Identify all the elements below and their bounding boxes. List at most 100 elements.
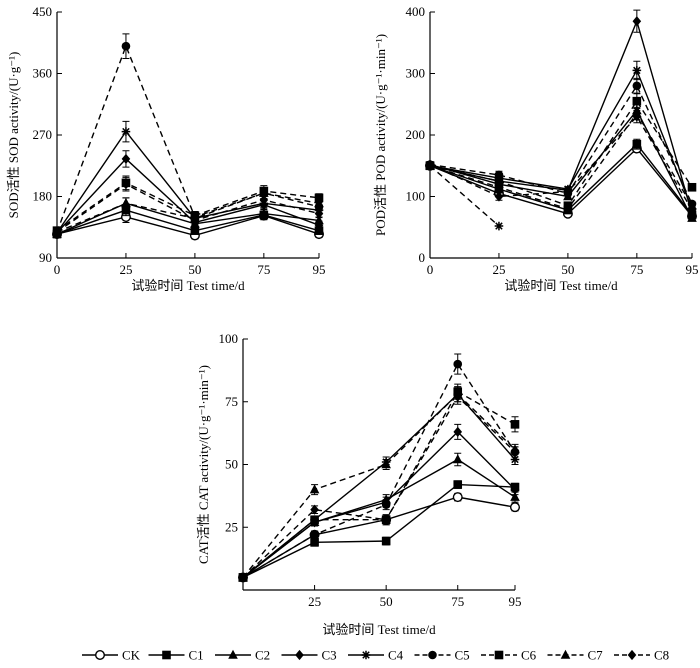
- data-point-c5: [632, 81, 642, 91]
- data-point-c7: [494, 181, 504, 192]
- data-point-c3: [453, 426, 463, 437]
- legend-label: C3: [322, 648, 337, 663]
- legend-label: C6: [521, 648, 537, 663]
- y-tick-label: 90: [39, 250, 52, 265]
- data-point-c6: [510, 420, 520, 429]
- data-point-ck: [510, 502, 521, 513]
- y-tick-label: 400: [406, 4, 426, 19]
- series-c6: [425, 93, 697, 211]
- series-line-c6: [242, 390, 516, 578]
- legend-item-c2: C2: [215, 648, 270, 663]
- x-tick-label: 25: [492, 262, 505, 277]
- series-c4: [425, 60, 697, 214]
- series-c7: [425, 106, 697, 213]
- legend-item-c4: C4: [348, 648, 404, 663]
- series-c8: [52, 176, 324, 238]
- series-line-c5: [429, 84, 693, 205]
- x-tick-label: 75: [630, 262, 643, 277]
- data-point-c7: [314, 198, 324, 208]
- y-tick-label: 0: [419, 250, 426, 265]
- data-point-c7: [259, 187, 269, 197]
- x-tick-label: 0: [427, 262, 434, 277]
- data-point-c7: [121, 198, 131, 208]
- extra-segment: [429, 165, 500, 227]
- data-point-c2: [314, 215, 324, 225]
- data-point-c6: [314, 193, 324, 203]
- series-line-c8: [429, 115, 693, 211]
- data-point-c8: [381, 514, 391, 525]
- y-axis-label: SOD活性 SOD activity/(U·g⁻¹): [6, 52, 21, 219]
- legend-label: CK: [122, 648, 141, 663]
- data-point-c8: [310, 504, 319, 515]
- series-c6: [238, 383, 520, 582]
- series-line-c2: [56, 202, 320, 235]
- legend-label: C4: [388, 648, 404, 663]
- data-point-c3: [632, 16, 642, 27]
- x-tick-label: 0: [54, 262, 61, 277]
- y-tick-label: 180: [33, 189, 53, 204]
- x-tick-label: 95: [509, 594, 522, 609]
- data-point-c5: [453, 359, 463, 369]
- series-c2: [238, 452, 520, 582]
- legend-marker: [295, 649, 304, 661]
- data-point-c2: [259, 208, 269, 218]
- y-tick-label: 25: [225, 519, 238, 534]
- data-point-c8: [494, 191, 504, 202]
- data-point-c8: [510, 446, 520, 458]
- series-c2: [425, 103, 697, 222]
- data-point-c6: [632, 96, 642, 106]
- data-point-c6: [310, 515, 319, 525]
- legend-marker: [627, 649, 637, 661]
- series-ck: [425, 143, 698, 222]
- x-axis-label: 试验时间 Test time/d: [131, 278, 245, 293]
- legend-marker: [428, 650, 437, 660]
- y-tick-label: 300: [406, 66, 426, 81]
- y-tick-label: 75: [225, 394, 238, 409]
- y-axis-label: POD活性 POD activity/(U·g⁻¹·min⁻¹): [373, 34, 388, 236]
- data-point-c8: [632, 111, 642, 122]
- data-point-c1: [381, 536, 391, 546]
- data-point-c2: [452, 454, 463, 464]
- sod-chart: 90 180 270 360 450 0 25 50 75 95 试验时间 Test time/d S…: [6, 4, 326, 293]
- data-point-c4: [121, 127, 131, 136]
- data-point-c4: [494, 221, 504, 231]
- data-point-c7: [381, 459, 391, 469]
- y-tick-label: 100: [219, 331, 239, 346]
- data-point-c3: [121, 153, 131, 165]
- x-tick-label: 95: [313, 262, 326, 277]
- data-point-c4: [510, 455, 520, 464]
- x-tick-label: 25: [119, 262, 132, 277]
- series-line-c7: [429, 112, 693, 210]
- legend-label: C2: [255, 648, 270, 663]
- data-point-c5: [381, 500, 391, 509]
- data-point-c7: [309, 484, 320, 494]
- data-point-c1: [453, 480, 463, 489]
- x-axis-label: 试验时间 Test time/d: [504, 278, 618, 293]
- x-axis-label: 试验时间 Test time/d: [322, 622, 436, 637]
- series-line-c8: [242, 395, 516, 578]
- data-point-ck: [452, 492, 463, 503]
- legend-item-c5: C5: [414, 648, 470, 663]
- series-line-c1: [429, 143, 693, 216]
- legend-item-c7: C7: [547, 648, 604, 663]
- data-point-c5: [310, 530, 319, 540]
- y-tick-label: 50: [225, 457, 238, 472]
- data-point-c8: [453, 391, 463, 402]
- data-point-c8: [259, 194, 269, 206]
- series-line-ck: [242, 496, 516, 579]
- legend-label: C7: [588, 648, 604, 663]
- legend-marker: [228, 649, 238, 659]
- data-point-c1: [190, 226, 200, 235]
- series-line-c7: [242, 393, 516, 578]
- series-c1: [425, 138, 697, 220]
- series-c8: [238, 388, 520, 583]
- series-c2: [52, 197, 324, 238]
- series-line-c3: [242, 430, 516, 579]
- data-point-c8: [314, 208, 324, 219]
- series-ck: [237, 492, 521, 583]
- data-point-c1: [632, 139, 642, 149]
- legend-item-c1: C1: [148, 648, 204, 663]
- data-point-c6: [494, 176, 504, 186]
- y-tick-label: 270: [33, 127, 53, 142]
